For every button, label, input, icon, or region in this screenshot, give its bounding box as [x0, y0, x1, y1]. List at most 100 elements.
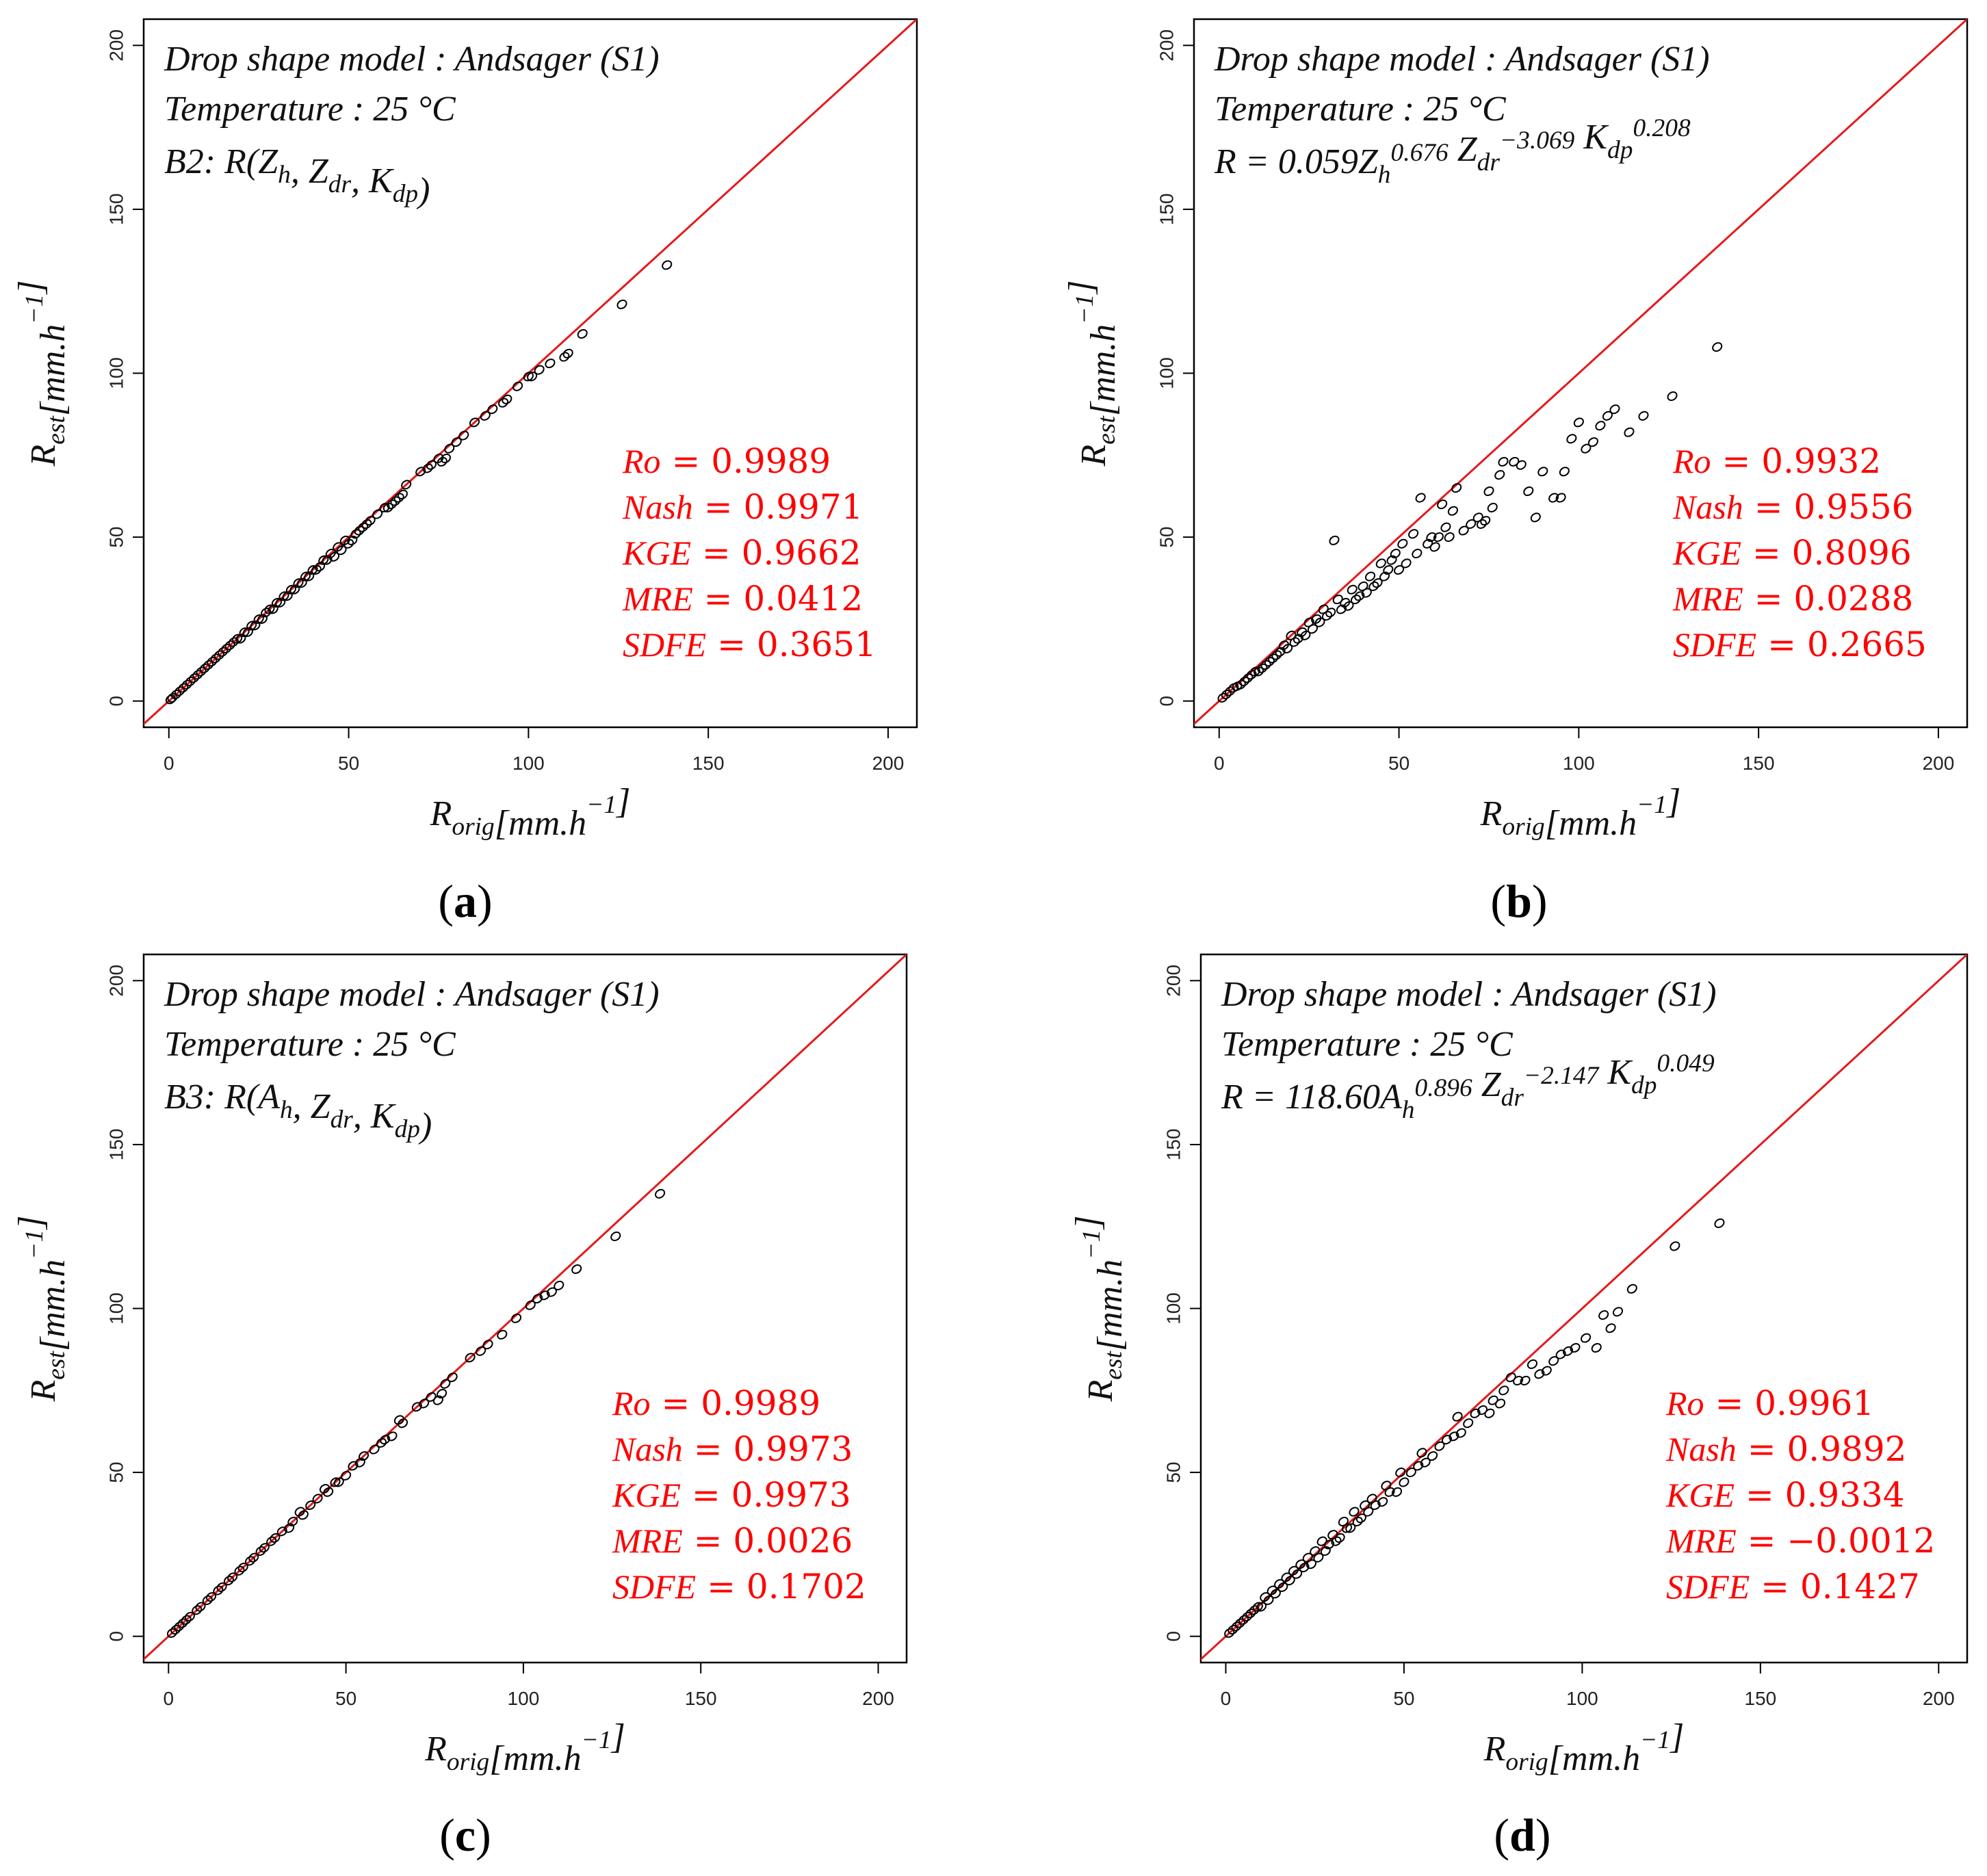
- data-point: [1282, 643, 1293, 654]
- data-point: [264, 604, 275, 614]
- data-point: [1624, 427, 1635, 437]
- stat-kge: KGE = 0.8096: [1672, 533, 1912, 573]
- data-point: [1598, 1310, 1609, 1320]
- data-point: [284, 1523, 295, 1533]
- data-point: [1516, 460, 1527, 470]
- identity-line: [1194, 19, 1967, 726]
- panel-a: 0 50 100 150 200 0 50 100 150 200 Drop shape model…: [12, 18, 918, 927]
- data-point: [1397, 538, 1408, 549]
- data-point: [1332, 595, 1343, 605]
- data-point: [525, 1300, 536, 1310]
- y-tick-label: 50: [1163, 1462, 1184, 1483]
- data-point: [444, 443, 455, 454]
- identity-line: [1201, 954, 1967, 1661]
- data-point: [554, 1280, 564, 1290]
- data-point: [165, 694, 176, 705]
- data-point: [166, 1628, 178, 1638]
- data-point: [369, 1444, 380, 1455]
- data-point: [1626, 1284, 1637, 1294]
- data-point: [1303, 617, 1314, 627]
- y-tick-label: 0: [1156, 696, 1177, 707]
- x-tick-label: 100: [512, 753, 545, 774]
- data-point: [411, 1402, 422, 1412]
- data-point: [1336, 604, 1347, 614]
- data-point: [1263, 1595, 1274, 1605]
- x-tick-label: 200: [862, 1688, 894, 1709]
- data-point: [1413, 1461, 1424, 1471]
- stat-sdfe: SDFE = 0.3651: [623, 625, 876, 664]
- data-point: [1415, 493, 1426, 503]
- data-point: [348, 1461, 359, 1471]
- data-point: [527, 372, 538, 382]
- y-tick-label: 200: [105, 29, 127, 62]
- data-point: [610, 1232, 621, 1242]
- data-point: [419, 1398, 430, 1409]
- annotation-temperature: Temperature : 25 °C: [1221, 1025, 1514, 1064]
- data-point: [1452, 1411, 1463, 1422]
- data-point: [1349, 1507, 1360, 1517]
- x-tick-label: 150: [1743, 753, 1775, 774]
- data-point: [1267, 1585, 1277, 1595]
- data-point: [1427, 1451, 1438, 1461]
- y-tick-label: 150: [1156, 194, 1177, 226]
- annotation-model: Drop shape model : Andsager (S1): [164, 40, 660, 79]
- data-point: [1381, 1481, 1392, 1491]
- data-point: [1311, 614, 1322, 624]
- x-axis-label: Rorig[mm.h−1]: [430, 782, 631, 843]
- data-point: [1329, 535, 1340, 545]
- data-point: [662, 260, 673, 270]
- data-point: [1420, 1457, 1431, 1468]
- y-tick-label: 0: [1163, 1631, 1184, 1642]
- data-point: [545, 359, 556, 369]
- data-point: [1345, 1523, 1356, 1533]
- stat-nash: Nash = 0.9556: [1672, 487, 1913, 527]
- data-point: [1366, 1494, 1377, 1504]
- stat-nash: Nash = 0.9973: [612, 1429, 853, 1469]
- data-point: [336, 545, 347, 556]
- data-point: [476, 1346, 486, 1356]
- y-tick-label: 100: [105, 1292, 127, 1325]
- data-point: [268, 604, 278, 614]
- y-axis-label: Rest[mm.h−1]: [1062, 281, 1123, 467]
- x-tick-label: 100: [508, 1688, 540, 1709]
- data-point: [534, 365, 545, 375]
- data-point: [1221, 690, 1232, 700]
- stat-ro: Ro = 0.9961: [1665, 1383, 1874, 1423]
- data-point: [1314, 617, 1325, 627]
- data-point: [1423, 538, 1433, 549]
- data-point: [1667, 391, 1678, 402]
- data-point: [354, 525, 365, 536]
- data-point: [1602, 411, 1613, 421]
- y-tick-label: 0: [105, 696, 127, 707]
- data-point: [1224, 1628, 1235, 1638]
- annotation-formula: B2: R(Zh, Zdr, Kdp): [164, 142, 430, 210]
- scatter-points: [1224, 1218, 1725, 1638]
- data-point: [1408, 529, 1419, 539]
- data-point: [195, 1602, 206, 1612]
- data-point: [1455, 1428, 1466, 1438]
- data-point: [1494, 470, 1505, 480]
- data-point: [487, 404, 498, 415]
- data-point: [1316, 1536, 1327, 1546]
- data-point: [1434, 1441, 1445, 1451]
- stat-sdfe: SDFE = 0.1702: [612, 1567, 866, 1606]
- data-point: [1274, 1578, 1285, 1589]
- panel-c: 0 50 100 150 200 0 50 100 150 200 Drop shape model…: [12, 953, 908, 1861]
- data-point: [333, 1477, 344, 1487]
- data-point: [1451, 483, 1462, 493]
- y-tick-label: 200: [1156, 29, 1177, 62]
- x-tick-label: 50: [1388, 753, 1410, 774]
- data-point: [1354, 591, 1365, 601]
- data-point: [1534, 1369, 1545, 1379]
- data-point: [1379, 571, 1390, 582]
- y-tick-label: 200: [1163, 965, 1184, 997]
- data-point: [235, 634, 246, 644]
- data-point: [170, 1625, 181, 1635]
- data-point: [1477, 1405, 1488, 1416]
- data-point: [1293, 634, 1303, 644]
- data-point: [1605, 1323, 1616, 1333]
- data-point: [1257, 663, 1268, 673]
- stat-ro: Ro = 0.9989: [612, 1383, 820, 1423]
- annotation-model: Drop shape model : Andsager (S1): [1221, 975, 1717, 1014]
